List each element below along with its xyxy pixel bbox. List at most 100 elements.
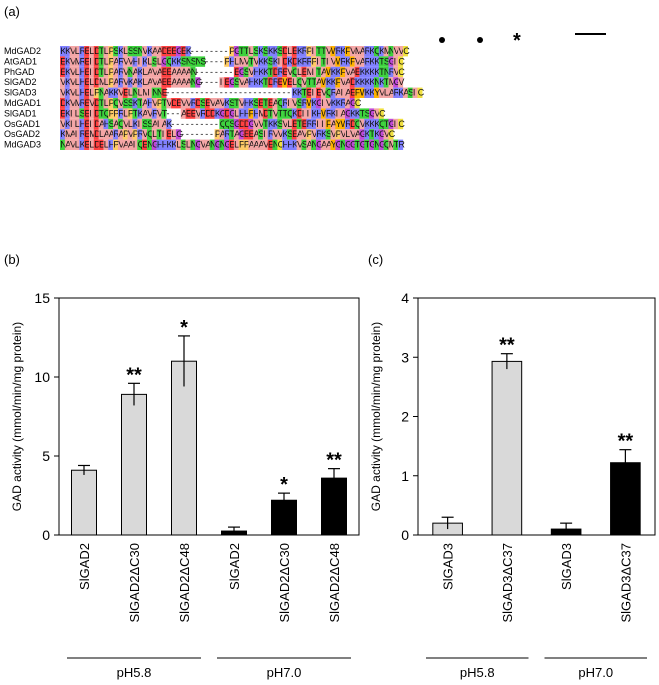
residue-cell xyxy=(373,77,379,88)
residue-cell xyxy=(88,66,95,78)
residue-cell xyxy=(320,66,326,78)
residue: F xyxy=(249,108,255,118)
residue-cell xyxy=(166,77,172,88)
residue-cell xyxy=(103,98,109,109)
residue: A xyxy=(123,140,129,150)
residue-cell xyxy=(248,129,254,140)
residue: N xyxy=(99,88,106,98)
residue: P xyxy=(109,108,115,118)
residue: T xyxy=(394,140,400,150)
residue: T xyxy=(282,108,288,118)
residue-cell xyxy=(69,56,75,67)
residue-cell xyxy=(185,46,191,57)
residue-cell xyxy=(393,139,399,150)
residue: A xyxy=(181,108,187,118)
residue-cell xyxy=(330,66,336,78)
residue: K xyxy=(369,56,375,66)
residue-cell xyxy=(166,118,172,130)
residue: K xyxy=(273,56,279,66)
residue-cell xyxy=(122,87,128,98)
residue: W xyxy=(340,119,349,129)
residue: L xyxy=(186,140,191,150)
residue-cell xyxy=(383,129,389,140)
residue-cell xyxy=(349,46,355,57)
residue-cell xyxy=(272,46,278,57)
residue: K xyxy=(297,46,303,56)
residue: V xyxy=(321,88,327,98)
residue-cell xyxy=(219,77,225,88)
residue-cell xyxy=(315,46,322,57)
residue: A xyxy=(152,119,158,129)
residue-cell xyxy=(253,108,259,119)
residue: C xyxy=(379,108,386,118)
residue-cell xyxy=(209,108,215,119)
residue-cell xyxy=(393,77,399,88)
residue-cell xyxy=(103,129,109,140)
residue-cell xyxy=(238,46,244,57)
residue-cell xyxy=(103,46,109,57)
residue-cell xyxy=(108,56,114,67)
residue: H xyxy=(254,108,261,118)
residue: K xyxy=(65,88,71,98)
residue: E xyxy=(205,98,211,108)
residue-cell xyxy=(117,129,123,140)
residue: V xyxy=(379,88,385,98)
residue-cell xyxy=(74,87,80,98)
residue: L xyxy=(249,46,254,56)
residue-cell xyxy=(349,98,355,109)
residue-cell xyxy=(161,108,167,119)
residue-cell xyxy=(287,98,293,109)
residue-cell xyxy=(238,139,244,150)
residue-cell xyxy=(325,139,331,150)
residue: L xyxy=(287,46,292,56)
residue: V xyxy=(340,77,346,87)
residue-cell xyxy=(69,129,75,140)
residue: D xyxy=(239,119,246,129)
residue: V xyxy=(118,140,124,150)
residue: V xyxy=(167,98,173,108)
residue-cell xyxy=(262,118,268,130)
residue: V xyxy=(302,129,308,139)
residue: A xyxy=(254,129,260,139)
group-label: pH5.8 xyxy=(460,665,495,680)
residue: K xyxy=(292,108,298,118)
residue-cell xyxy=(233,139,239,150)
residue-cell xyxy=(219,139,225,150)
residue: I xyxy=(220,77,223,87)
residue: - xyxy=(167,108,170,118)
residue: K xyxy=(249,98,255,108)
residue: I xyxy=(138,119,141,129)
residue: K xyxy=(263,56,269,66)
residue: V xyxy=(118,98,124,108)
residue: V xyxy=(374,108,380,118)
residue-cell xyxy=(243,56,249,67)
residue: R xyxy=(80,98,87,108)
residue: I xyxy=(316,56,319,66)
residue-cell xyxy=(238,56,244,67)
residue: K xyxy=(369,119,375,129)
residue: R xyxy=(118,67,125,77)
residue: P xyxy=(244,140,250,150)
residue: K xyxy=(258,46,264,56)
residue-cell xyxy=(373,129,379,140)
residue: V xyxy=(273,129,279,139)
residue-cell xyxy=(398,118,404,130)
residue: S xyxy=(278,46,284,56)
residue-cell xyxy=(349,56,355,67)
residue: W xyxy=(282,77,291,87)
residue: A xyxy=(345,77,351,87)
residue-cell xyxy=(340,108,346,119)
residue: L xyxy=(75,46,80,56)
residue: A xyxy=(152,46,158,56)
residue-cell xyxy=(60,77,66,88)
residue: N xyxy=(210,140,217,150)
residue-cell xyxy=(402,46,408,57)
residue: - xyxy=(215,67,218,77)
residue: P xyxy=(307,46,313,56)
residue-cell xyxy=(151,118,157,130)
residue: I xyxy=(311,46,314,56)
residue: N xyxy=(196,56,203,66)
residue: V xyxy=(297,140,303,150)
